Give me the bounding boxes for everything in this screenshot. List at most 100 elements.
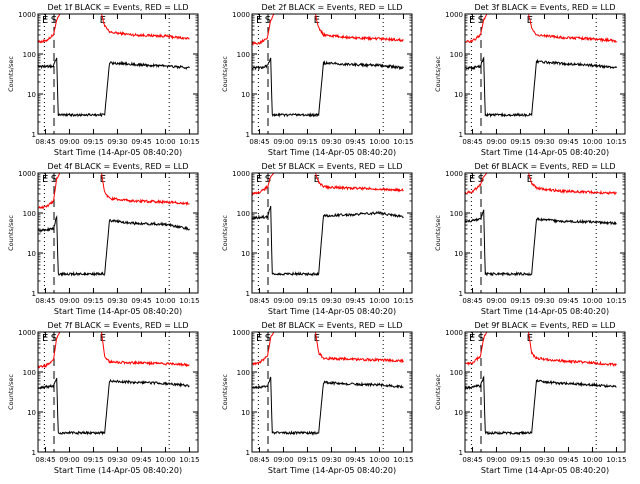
x-tick-label: 09:15 [297,456,317,464]
event-marker-label: S [478,15,484,26]
plot-frame [464,331,626,453]
y-tick-label: 100 [237,369,250,377]
lld-rate-line [465,332,617,367]
event-rate-line [252,57,404,118]
y-tick-label: 1000 [18,170,36,178]
x-tick-label: 09:15 [510,456,530,464]
x-tick-label: 09:30 [107,138,127,146]
x-tick-label: 09:30 [321,456,341,464]
event-marker-label: E [469,174,475,185]
x-axis-label: Start Time (14-Apr-05 08:40:20) [54,307,182,316]
chart-title: Det 5f BLACK = Events, RED = LLD [261,162,402,171]
y-tick-label: 10 [454,250,463,258]
event-marker-label: E [256,15,262,26]
x-tick-label: 09:15 [510,138,530,146]
event-marker-label: E [469,333,475,344]
x-tick-label: 09:15 [510,297,530,305]
x-tick-label: 09:45 [558,297,578,305]
y-tick-label: 1 [459,131,463,139]
y-tick-label: 1 [246,290,250,298]
chart-title: Det 2f BLACK = Events, RED = LLD [261,3,402,12]
x-tick-label: 09:45 [558,138,578,146]
x-tick-label: 10:00 [582,297,602,305]
event-marker-label: S [51,174,57,185]
y-tick-label: 100 [23,369,36,377]
panel-5: Det 5f BLACK = Events, RED = LLD Counts/s… [221,162,414,316]
chart-title: Det 8f BLACK = Events, RED = LLD [261,321,402,330]
event-marker-label: E [256,174,262,185]
x-axis-label: Start Time (14-Apr-05 08:40:20) [268,466,396,475]
y-tick-label: 10 [27,91,36,99]
x-tick-label: 08:45 [249,138,269,146]
x-tick-label: 10:00 [369,138,389,146]
x-tick-label: 09:30 [107,297,127,305]
x-tick-label: 09:30 [107,456,127,464]
x-tick-label: 09:15 [83,138,103,146]
y-tick-label: 100 [450,369,463,377]
event-marker-label: S [265,174,271,185]
y-tick-label: 10 [241,91,250,99]
x-tick-label: 10:15 [606,297,626,305]
event-rate-line [38,378,190,436]
event-rate-line [252,376,404,436]
x-tick-label: 08:45 [249,297,269,305]
lld-rate-line [252,14,404,46]
x-tick-label: 10:15 [606,456,626,464]
lld-rate-line [252,173,404,197]
lld-rate-line [38,332,190,369]
x-tick-label: 08:45 [462,297,482,305]
y-tick-label: 1000 [18,329,36,337]
x-axis-label: Start Time (14-Apr-05 08:40:20) [54,148,182,157]
x-tick-label: 10:00 [582,456,602,464]
x-tick-label: 09:00 [59,138,79,146]
y-tick-label: 10 [27,250,36,258]
event-marker-label: E [314,174,320,185]
y-tick-label: 10 [454,91,463,99]
y-axis-label: Counts/sec [434,215,442,251]
y-axis-label: Counts/sec [221,215,229,251]
y-tick-label: 1 [459,290,463,298]
plot-frame [37,13,199,135]
plot-frame [37,172,199,294]
x-tick-label: 09:30 [534,297,554,305]
y-tick-label: 100 [23,210,36,218]
y-tick-label: 1000 [232,11,250,19]
chart-title: Det 4f BLACK = Events, RED = LLD [47,162,188,171]
x-tick-label: 09:00 [486,297,506,305]
x-tick-label: 10:15 [179,456,199,464]
y-tick-label: 10 [241,409,250,417]
event-rate-line [465,56,617,118]
x-tick-label: 09:45 [558,456,578,464]
x-tick-label: 08:45 [249,456,269,464]
event-marker-label: S [51,15,57,26]
x-tick-label: 08:45 [35,138,55,146]
x-axis-label: Start Time (14-Apr-05 08:40:20) [54,466,182,475]
y-axis-label: Counts/sec [7,374,15,410]
panel-2: Det 2f BLACK = Events, RED = LLD Counts/s… [221,3,414,157]
y-tick-label: 100 [450,51,463,59]
event-marker-label: E [42,174,48,185]
x-tick-label: 09:45 [345,456,365,464]
lld-rate-line [465,173,617,196]
chart-title: Det 3f BLACK = Events, RED = LLD [474,3,615,12]
plot-frame [251,13,413,135]
event-marker-label: S [51,333,57,344]
plot-frame [464,172,626,294]
panel-4: Det 4f BLACK = Events, RED = LLD Counts/s… [7,162,200,316]
x-axis-label: Start Time (14-Apr-05 08:40:20) [481,466,609,475]
y-tick-label: 1 [32,290,36,298]
y-tick-label: 100 [23,51,36,59]
x-tick-label: 10:00 [369,456,389,464]
chart-title: Det 6f BLACK = Events, RED = LLD [474,162,615,171]
plot-frame [251,331,413,453]
lld-rate-line [38,14,190,44]
y-tick-label: 1000 [445,170,463,178]
y-axis-label: Counts/sec [434,56,442,92]
y-tick-label: 1 [459,449,463,457]
x-tick-label: 09:45 [345,297,365,305]
event-marker-label: E [256,333,262,344]
y-tick-label: 1000 [18,11,36,19]
plot-frame [251,172,413,294]
event-rate-line [465,209,617,277]
